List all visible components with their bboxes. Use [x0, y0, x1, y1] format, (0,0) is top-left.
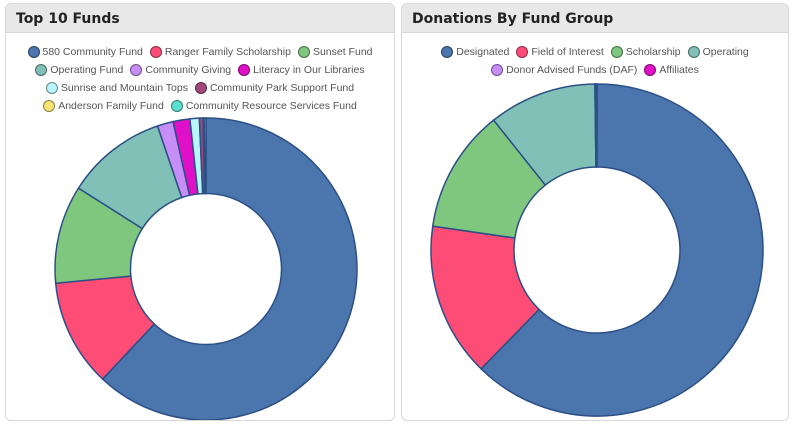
legend-label: Operating Fund	[50, 64, 124, 76]
legend-item-community-resource-services-fund[interactable]: Community Resource Services Fund	[170, 100, 357, 112]
legend-item-literacy-in-our-libraries[interactable]: Literacy in Our Libraries	[238, 64, 365, 76]
legend-label: Community Giving	[145, 64, 232, 76]
chart-legend: 580 Community Fund Ranger Family Scholars…	[6, 43, 394, 115]
legend-swatch	[441, 46, 454, 58]
legend-label: Affiliates	[659, 64, 699, 76]
legend-item-community-giving[interactable]: Community Giving	[130, 64, 231, 76]
legend-label: Operating	[702, 46, 749, 58]
legend-label: Donor Advised Funds (DAF)	[506, 64, 638, 76]
legend-swatch	[644, 64, 657, 76]
legend-item-ranger-family-scholarship[interactable]: Ranger Family Scholarship	[149, 46, 291, 58]
donut-chart	[54, 117, 358, 420]
legend-item-operating-fund[interactable]: Operating Fund	[35, 64, 123, 76]
legend-item-operating[interactable]: Operating	[687, 46, 749, 58]
legend-label: Anderson Family Fund	[58, 100, 164, 112]
legend-label: Sunset Fund	[312, 46, 373, 58]
legend-label: Literacy in Our Libraries	[253, 64, 365, 76]
legend-row: Donor Advised Funds (DAF) Affiliates	[402, 61, 788, 79]
legend-row: Operating Fund Community Giving Literacy i…	[6, 61, 394, 79]
chart-legend: Designated Field of Interest Scholarship Op…	[402, 43, 788, 79]
legend-item-designated[interactable]: Designated	[441, 46, 509, 58]
legend-swatch	[610, 46, 623, 58]
legend-label: Field of Interest	[531, 46, 604, 58]
slice-affiliates[interactable]	[595, 83, 598, 168]
legend-swatch	[27, 46, 40, 58]
legend-label: Sunrise and Mountain Tops	[60, 82, 188, 94]
legend-swatch	[297, 46, 310, 58]
legend-label: Designated	[456, 46, 510, 58]
legend-label: Community Park Support Fund	[209, 82, 355, 94]
fund-group-panel: Donations By Fund Group Designated Field …	[401, 3, 789, 421]
panel-header: Donations By Fund Group	[402, 4, 788, 33]
legend-swatch	[35, 64, 48, 76]
legend-swatch	[149, 46, 162, 58]
legend-swatch	[238, 64, 251, 76]
legend-swatch	[170, 100, 183, 112]
panel-title: Donations By Fund Group	[412, 11, 614, 27]
legend-item-field-of-interest[interactable]: Field of Interest	[516, 46, 604, 58]
slice-designated[interactable]	[480, 83, 764, 417]
slice-community-resource-services-fund[interactable]	[203, 117, 207, 195]
panel-title: Top 10 Funds	[16, 11, 120, 27]
slice-580-community-fund[interactable]	[101, 117, 358, 420]
legend-swatch	[45, 82, 58, 94]
legend-row: Sunrise and Mountain Tops Community Park …	[6, 79, 394, 97]
legend-item-anderson-family-fund[interactable]: Anderson Family Fund	[43, 100, 164, 112]
legend-swatch	[491, 64, 504, 76]
legend-swatch	[687, 46, 700, 58]
legend-label: 580 Community Fund	[42, 46, 143, 58]
donut-chart	[430, 83, 764, 417]
legend-item-community-park-support-fund[interactable]: Community Park Support Fund	[194, 82, 355, 94]
legend-swatch	[516, 46, 529, 58]
panel-header: Top 10 Funds	[6, 4, 394, 33]
legend-row: Anderson Family Fund Community Resource S…	[6, 97, 394, 115]
legend-swatch	[194, 82, 207, 94]
legend-item-sunrise-and-mountain-tops[interactable]: Sunrise and Mountain Tops	[45, 82, 188, 94]
legend-row: 580 Community Fund Ranger Family Scholars…	[6, 43, 394, 61]
legend-item-sunset-fund[interactable]: Sunset Fund	[297, 46, 373, 58]
legend-swatch	[43, 100, 56, 112]
legend-label: Scholarship	[625, 46, 681, 58]
legend-swatch	[130, 64, 143, 76]
legend-label: Ranger Family Scholarship	[164, 46, 291, 58]
legend-item-scholarship[interactable]: Scholarship	[610, 46, 681, 58]
top-funds-panel: Top 10 Funds 580 Community Fund Ranger Fa…	[5, 3, 395, 421]
legend-item-580-community-fund[interactable]: 580 Community Fund	[27, 46, 143, 58]
legend-row: Designated Field of Interest Scholarship Op…	[402, 43, 788, 61]
legend-item-affiliates[interactable]: Affiliates	[644, 64, 699, 76]
legend-label: Community Resource Services Fund	[185, 100, 357, 112]
legend-item-donor-advised-funds-daf[interactable]: Donor Advised Funds (DAF)	[491, 64, 637, 76]
